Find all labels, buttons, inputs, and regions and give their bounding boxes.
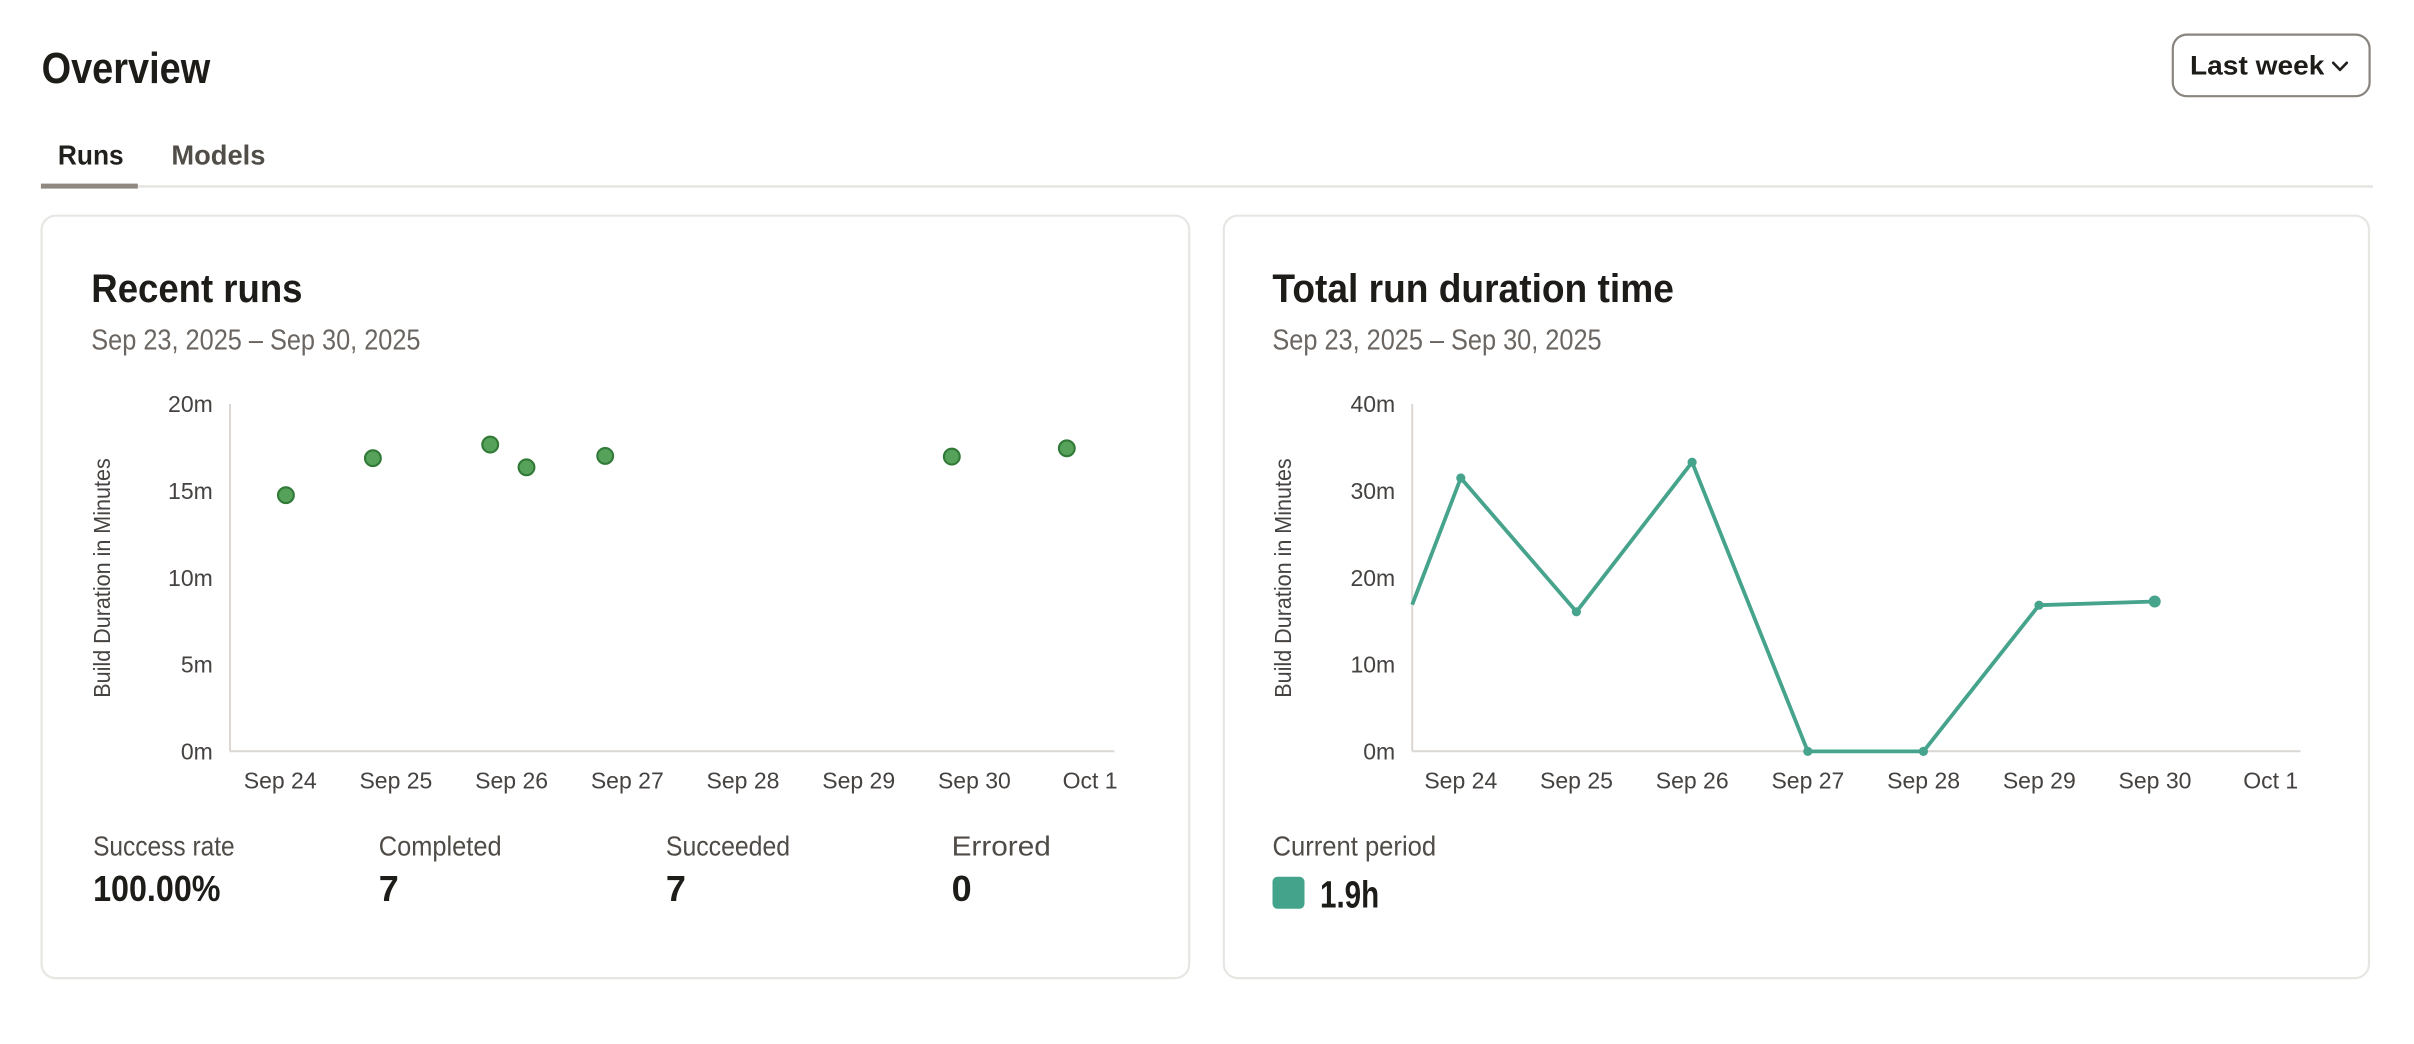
svg-text:7: 7 (666, 868, 686, 909)
svg-text:5m: 5m (181, 652, 213, 678)
svg-text:Current period: Current period (1273, 830, 1437, 861)
svg-text:Sep 27: Sep 27 (1771, 768, 1844, 794)
svg-text:0m: 0m (1363, 738, 1395, 764)
svg-text:Last week: Last week (2190, 50, 2325, 80)
svg-text:Build Duration in Minutes: Build Duration in Minutes (89, 458, 115, 697)
svg-text:100.00%: 100.00% (93, 868, 220, 909)
svg-text:Oct 1: Oct 1 (2243, 768, 2298, 794)
svg-text:Completed: Completed (379, 830, 502, 861)
svg-text:0m: 0m (181, 738, 213, 764)
svg-text:Sep 28: Sep 28 (707, 768, 780, 794)
svg-text:Runs: Runs (58, 139, 124, 170)
svg-text:Sep 24: Sep 24 (244, 768, 317, 794)
svg-text:Overview: Overview (42, 44, 211, 93)
svg-text:Sep 25: Sep 25 (1540, 768, 1613, 794)
svg-text:30m: 30m (1350, 478, 1395, 504)
svg-text:10m: 10m (1350, 652, 1395, 678)
svg-text:Sep 26: Sep 26 (475, 768, 548, 794)
svg-text:Succeeded: Succeeded (666, 830, 790, 861)
svg-text:Sep 28: Sep 28 (1887, 768, 1960, 794)
svg-text:Sep 25: Sep 25 (359, 768, 432, 794)
svg-text:Build Duration in Minutes: Build Duration in Minutes (1270, 458, 1296, 697)
svg-text:Sep 30: Sep 30 (938, 768, 1011, 794)
svg-text:Total run duration time: Total run duration time (1272, 267, 1674, 311)
svg-text:Sep 26: Sep 26 (1656, 768, 1729, 794)
svg-text:15m: 15m (168, 478, 213, 504)
svg-text:40m: 40m (1350, 391, 1395, 417)
svg-text:Sep 23, 2025 – Sep 30, 2025: Sep 23, 2025 – Sep 30, 2025 (91, 325, 420, 357)
svg-text:7: 7 (379, 868, 399, 909)
svg-text:Oct 1: Oct 1 (1063, 768, 1118, 794)
svg-text:Sep 29: Sep 29 (822, 768, 895, 794)
svg-text:Sep 27: Sep 27 (591, 768, 664, 794)
svg-text:10m: 10m (168, 565, 213, 591)
svg-text:Recent runs: Recent runs (91, 267, 302, 311)
svg-text:0: 0 (952, 868, 972, 909)
svg-text:1.9h: 1.9h (1320, 875, 1379, 917)
svg-text:Models: Models (171, 139, 265, 170)
svg-text:Sep 24: Sep 24 (1424, 768, 1497, 794)
svg-text:Sep 23, 2025 – Sep 30, 2025: Sep 23, 2025 – Sep 30, 2025 (1272, 325, 1601, 357)
svg-text:20m: 20m (168, 391, 213, 417)
svg-text:Errored: Errored (952, 830, 1051, 861)
svg-text:Success rate: Success rate (93, 830, 235, 861)
svg-text:20m: 20m (1350, 565, 1395, 591)
svg-text:Sep 29: Sep 29 (2003, 768, 2076, 794)
svg-text:Sep 30: Sep 30 (2119, 768, 2192, 794)
